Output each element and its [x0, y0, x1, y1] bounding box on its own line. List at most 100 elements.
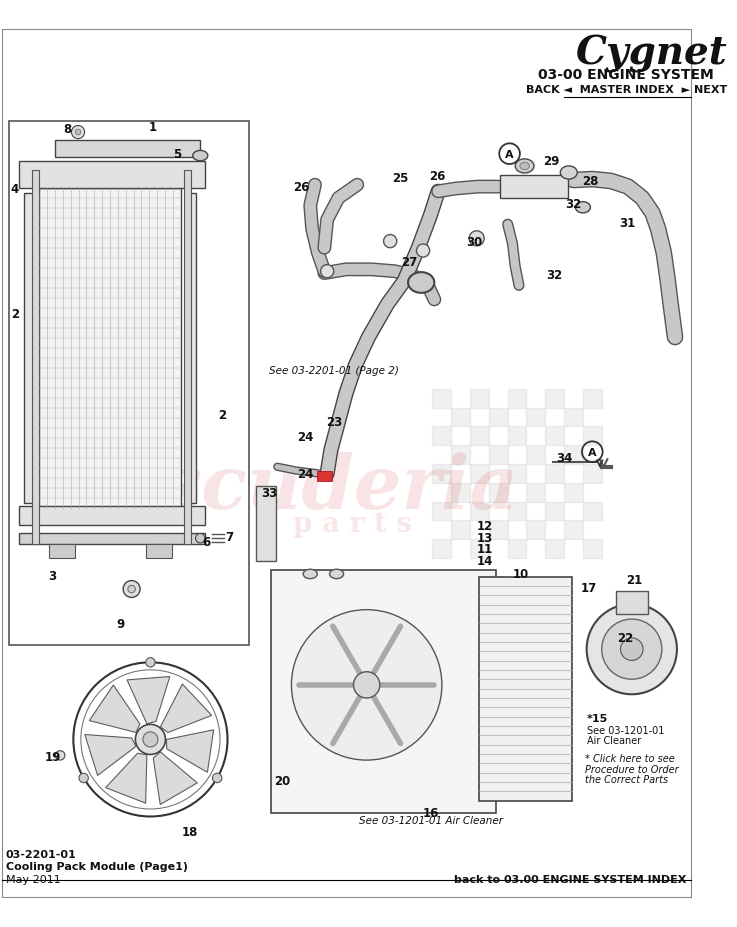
Text: 8: 8 — [63, 122, 71, 135]
Text: See 03-2201-01 (Page 2): See 03-2201-01 (Page 2) — [269, 365, 399, 375]
Bar — [583, 426, 601, 446]
Bar — [508, 540, 526, 558]
Text: * Click here to see: * Click here to see — [584, 754, 674, 763]
Text: p a r t s: p a r t s — [293, 510, 412, 537]
Bar — [433, 464, 451, 483]
Text: 27: 27 — [401, 256, 417, 269]
Text: 16: 16 — [422, 806, 439, 819]
Circle shape — [123, 581, 140, 598]
Bar — [10, 121, 249, 646]
Bar — [545, 540, 564, 558]
Bar — [55, 140, 200, 158]
Circle shape — [321, 265, 334, 278]
Bar — [545, 464, 564, 483]
Text: 03-2201-01: 03-2201-01 — [6, 849, 77, 859]
Text: A: A — [506, 149, 514, 159]
Circle shape — [212, 773, 222, 782]
Bar — [24, 194, 35, 504]
Text: scuderia: scuderia — [159, 451, 518, 524]
Text: A: A — [588, 447, 597, 457]
Ellipse shape — [408, 273, 434, 294]
Polygon shape — [127, 677, 170, 724]
Circle shape — [291, 610, 442, 760]
Bar — [583, 540, 601, 558]
Text: 24: 24 — [297, 467, 314, 480]
Text: 10: 10 — [513, 568, 529, 581]
Bar — [583, 464, 601, 483]
Text: See 03-1201-01: See 03-1201-01 — [587, 725, 664, 735]
Bar — [40, 189, 181, 509]
Text: 20: 20 — [274, 774, 290, 787]
Bar — [508, 502, 526, 521]
Bar — [32, 171, 38, 544]
Bar — [185, 194, 197, 504]
Text: 2: 2 — [11, 308, 19, 321]
Bar — [19, 533, 205, 544]
Text: 18: 18 — [182, 825, 198, 838]
Circle shape — [128, 586, 136, 593]
Bar — [270, 570, 497, 813]
Bar — [451, 521, 470, 540]
Text: 24: 24 — [297, 431, 314, 444]
Text: 32: 32 — [565, 197, 581, 210]
Text: 22: 22 — [617, 631, 633, 644]
Bar — [184, 171, 191, 544]
Bar — [489, 446, 508, 464]
Text: 12: 12 — [477, 519, 493, 532]
Ellipse shape — [520, 163, 529, 171]
Text: 11: 11 — [477, 542, 493, 555]
Bar — [49, 544, 75, 558]
Text: back to 03.00 ENGINE SYSTEM INDEX: back to 03.00 ENGINE SYSTEM INDEX — [454, 873, 686, 883]
Bar — [433, 540, 451, 558]
Circle shape — [416, 245, 430, 258]
Bar — [470, 464, 489, 483]
Bar — [564, 521, 583, 540]
Text: Cygnet: Cygnet — [576, 35, 727, 73]
Bar — [489, 483, 508, 502]
Ellipse shape — [303, 569, 318, 579]
Ellipse shape — [329, 569, 343, 579]
Bar — [526, 521, 545, 540]
Text: BACK ◄  MASTER INDEX  ► NEXT: BACK ◄ MASTER INDEX ► NEXT — [525, 84, 727, 95]
Polygon shape — [161, 684, 212, 732]
Ellipse shape — [515, 159, 534, 173]
Bar — [583, 389, 601, 408]
Polygon shape — [153, 752, 198, 805]
Text: 25: 25 — [392, 171, 409, 184]
Bar — [545, 426, 564, 446]
Circle shape — [143, 732, 158, 747]
Ellipse shape — [560, 167, 577, 180]
Text: 9: 9 — [116, 617, 125, 630]
Text: 3: 3 — [49, 570, 57, 583]
Text: 33: 33 — [261, 486, 277, 499]
Bar — [470, 426, 489, 446]
Text: 34: 34 — [556, 451, 572, 464]
Circle shape — [354, 672, 380, 698]
Bar — [433, 502, 451, 521]
Bar — [480, 578, 572, 801]
Bar — [526, 408, 545, 426]
Text: 13: 13 — [477, 531, 493, 544]
Bar — [500, 176, 567, 198]
Circle shape — [621, 638, 643, 661]
Bar — [508, 426, 526, 446]
Bar — [545, 389, 564, 408]
Polygon shape — [105, 754, 147, 804]
Text: 4: 4 — [11, 183, 19, 196]
Text: See 03-1201-01 Air Cleaner: See 03-1201-01 Air Cleaner — [359, 816, 503, 825]
Bar — [508, 389, 526, 408]
Bar — [470, 540, 489, 558]
Bar — [19, 507, 205, 526]
Bar — [526, 483, 545, 502]
Circle shape — [136, 725, 166, 755]
Circle shape — [195, 534, 205, 543]
Ellipse shape — [193, 151, 208, 161]
Bar — [317, 472, 332, 481]
Text: 5: 5 — [172, 148, 181, 161]
Circle shape — [79, 773, 88, 782]
Bar — [451, 408, 470, 426]
Ellipse shape — [576, 202, 590, 214]
Circle shape — [55, 751, 65, 760]
Text: 6: 6 — [203, 536, 211, 549]
Bar — [256, 486, 276, 561]
